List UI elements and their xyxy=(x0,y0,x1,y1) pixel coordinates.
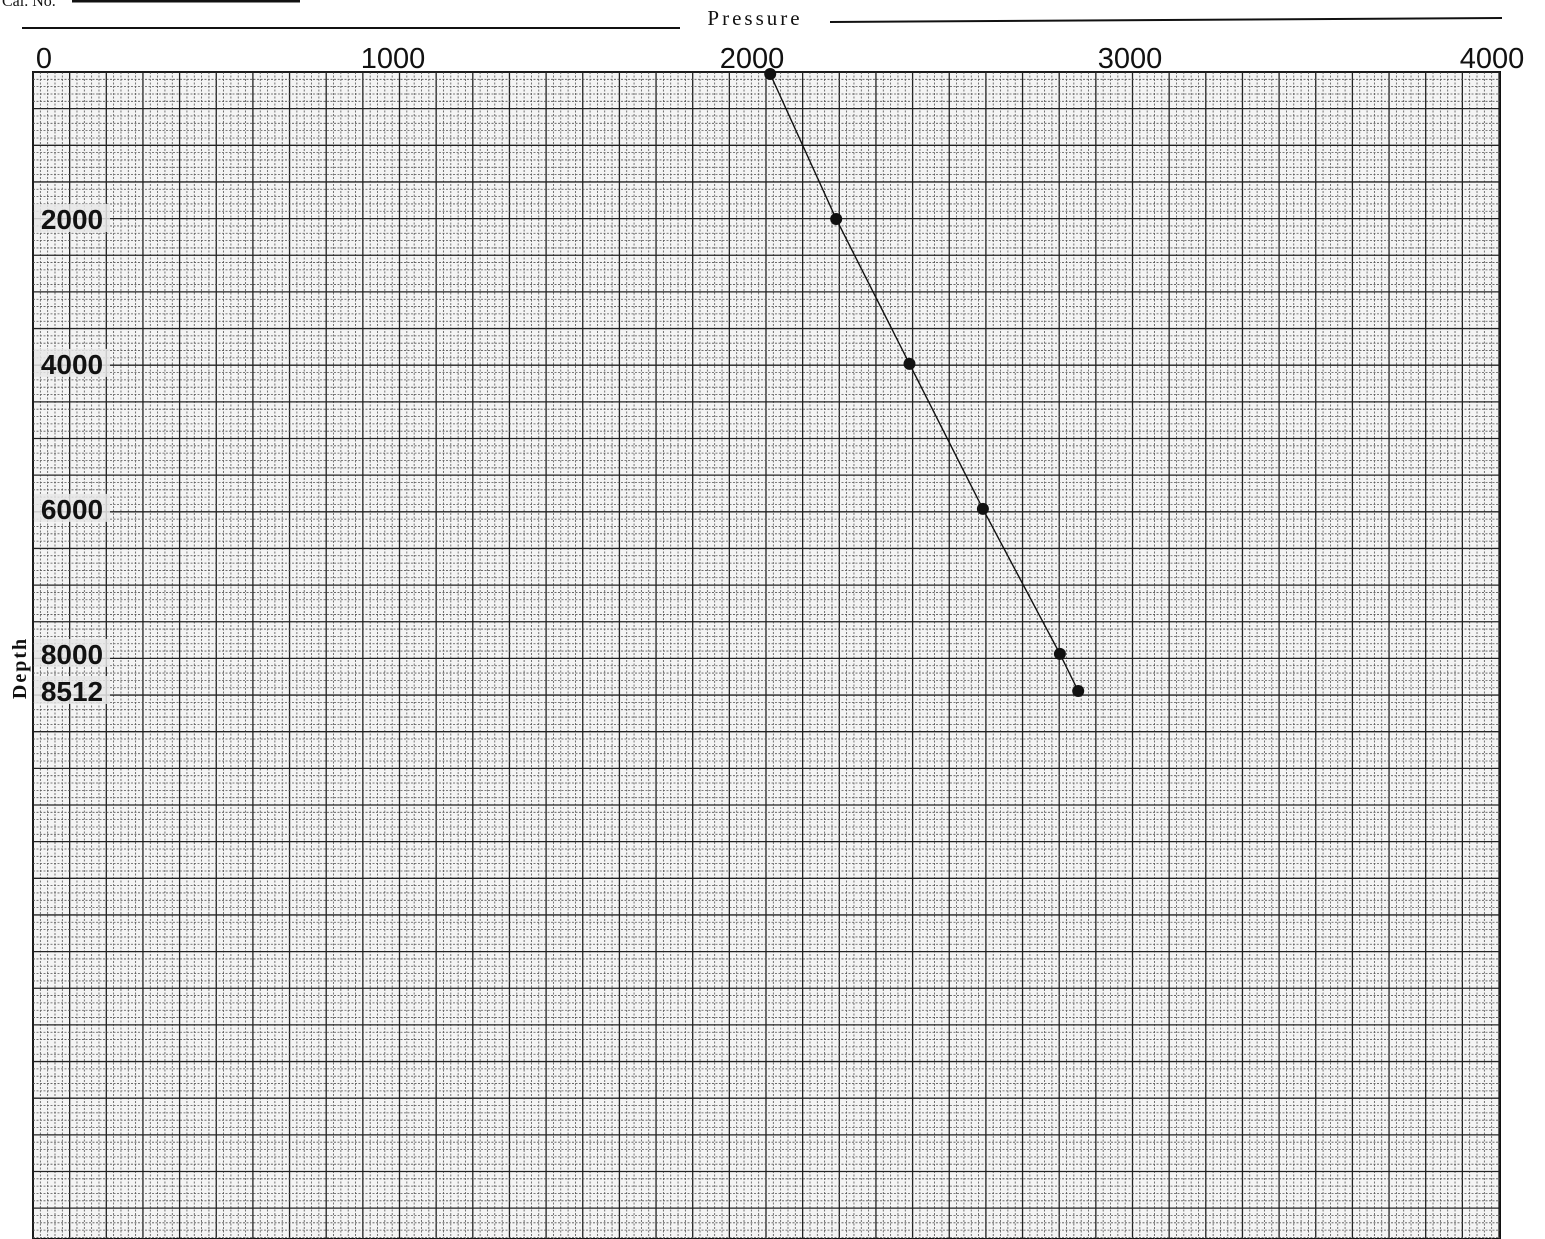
y-tick-label: 8000 xyxy=(41,639,103,670)
cal-label: Cal. No. xyxy=(2,0,56,10)
top-rule-right xyxy=(830,18,1502,22)
y-tick-label: 8512 xyxy=(41,676,103,707)
x-tick-label: 1000 xyxy=(361,43,426,75)
y-tick-label: 2000 xyxy=(41,204,103,235)
y-axis-title: Depth xyxy=(9,637,31,699)
data-point xyxy=(977,503,989,515)
x-axis-title: Pressure xyxy=(707,6,802,30)
x-tick-label: 3000 xyxy=(1098,43,1163,75)
data-point xyxy=(904,358,916,370)
data-point xyxy=(764,68,776,80)
y-tick-label: 4000 xyxy=(41,349,103,380)
data-point xyxy=(1054,648,1066,660)
grid xyxy=(33,72,1500,1239)
data-point xyxy=(830,213,842,225)
y-tick-label: 6000 xyxy=(41,494,103,525)
x-tick-label: 0 xyxy=(36,43,52,75)
x-tick-label: 4000 xyxy=(1460,43,1525,75)
data-point xyxy=(1072,685,1084,697)
x-tick-labels: 0 1000 2000 3000 4000 xyxy=(36,43,1524,75)
